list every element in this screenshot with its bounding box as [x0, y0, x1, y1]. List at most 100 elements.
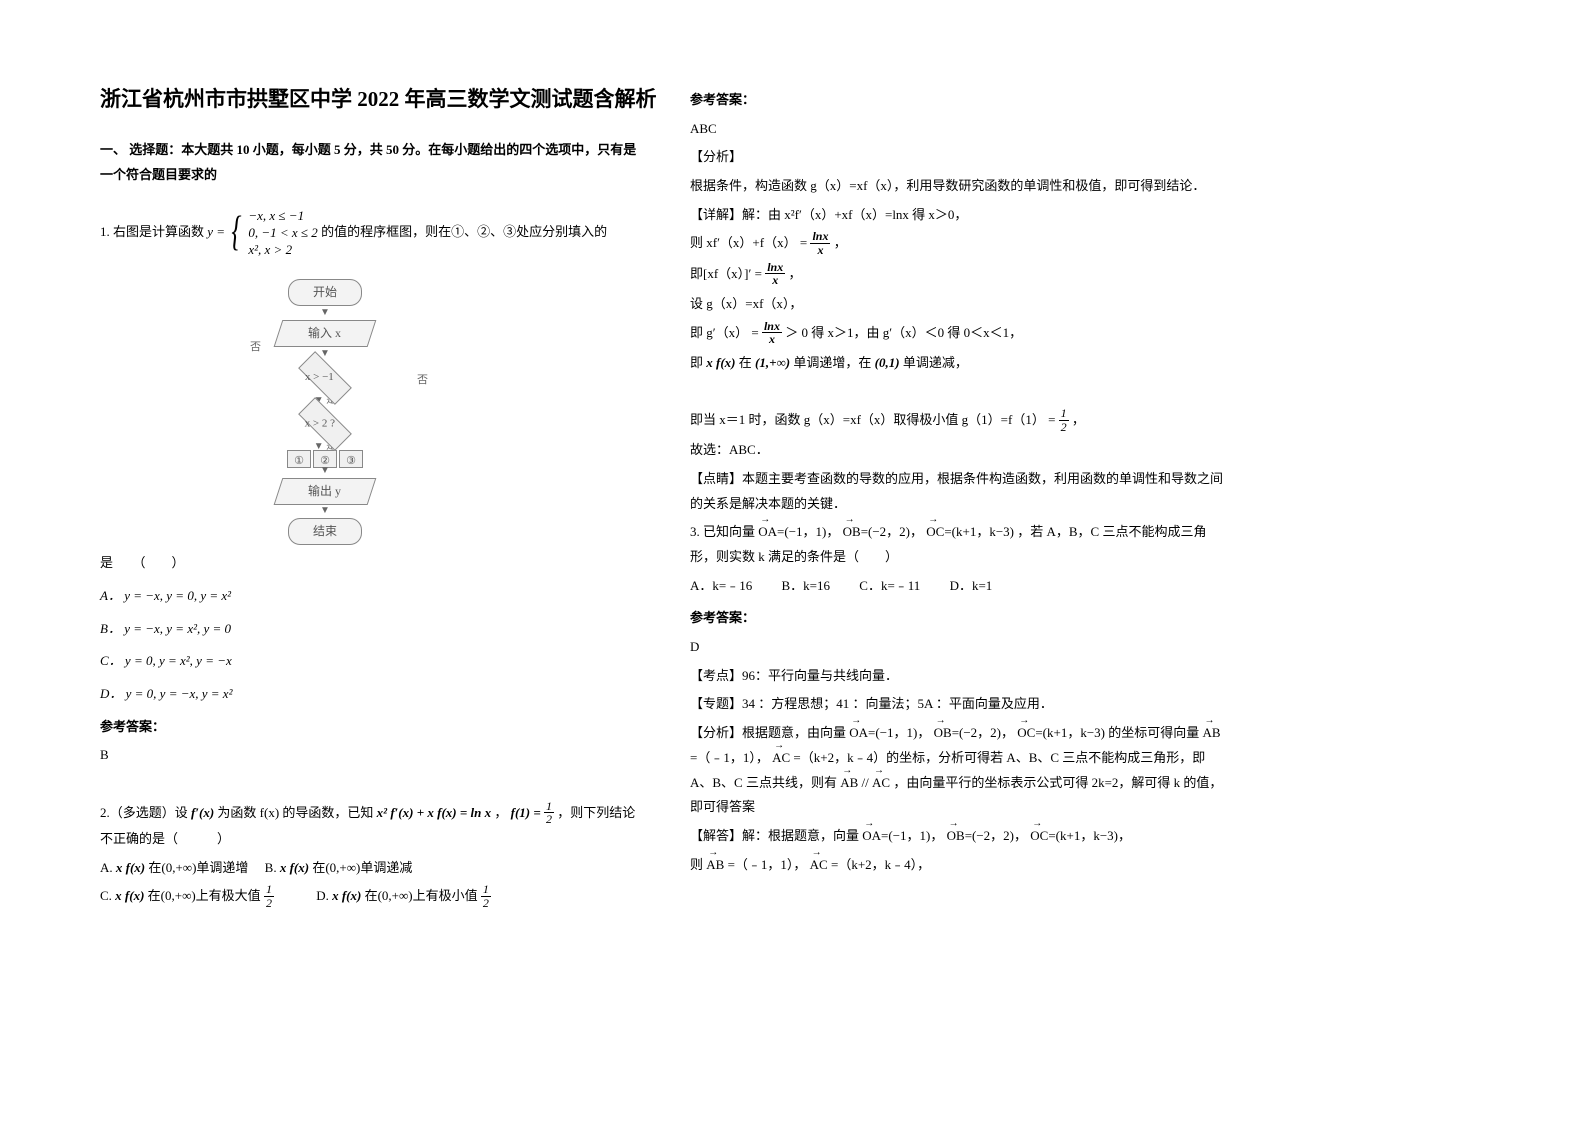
arrow-down-icon: ▼: [240, 308, 410, 318]
pw-line2: 0, −1 < x ≤ 2: [248, 225, 317, 240]
xfx: x f(x): [706, 355, 735, 370]
vector-ob: OB: [947, 824, 965, 849]
fenxi-head: 【分析】: [690, 145, 1230, 170]
ob-val: =(−2，2)，: [861, 524, 923, 539]
oa-val2: =(−1，1)，: [868, 725, 930, 740]
q2-fprime: f′(x): [191, 805, 214, 820]
deriv-line3: 设 g（x）=xf（x），: [690, 292, 1230, 317]
fenxi-body: 根据条件，构造函数 g（x）=xf（x），利用导数研究函数的单调性和极值，即可得…: [690, 174, 1230, 199]
gt: ＞: [785, 325, 798, 340]
oc-val3: =(k+1，k−3): [1048, 828, 1118, 843]
dianjing: 【点睛】本题主要考查函数的导数的应用，根据条件构造函数，利用函数的单调性和导数之…: [690, 467, 1230, 516]
pw-line3: x², x > 2: [248, 242, 292, 257]
l6a: 即当 x＝1 时，函数 g（x）=xf（x）取得极小值 g（1）=f（1）: [690, 412, 1045, 427]
fc-end: 结束: [288, 518, 362, 545]
q1-prefix: 1. 右图是计算函数: [100, 224, 204, 239]
l5a: 即: [690, 355, 706, 370]
xfx: x f(x): [116, 860, 145, 875]
brace-icon: {: [232, 193, 242, 273]
vector-oa: OA: [758, 520, 777, 545]
q3-fenxi: 【分析】根据题意，由向量 OA=(−1，1)， OB=(−2，2)， OC=(k…: [690, 721, 1230, 820]
q1-stem: 1. 右图是计算函数 y = { −x, x ≤ −1 0, −1 < x ≤ …: [100, 193, 640, 273]
xfx: x f(x): [332, 888, 361, 903]
q3-answer-head: 参考答案：: [690, 606, 1230, 631]
q2-C-post: 在(0,+∞)上有极大值: [148, 888, 264, 903]
half-fraction: 12: [264, 883, 274, 909]
q2-answer: ABC: [690, 117, 1230, 142]
q2-options-cd: C. x f(x) 在(0,+∞)上有极大值 12 D. x f(x) 在(0,…: [100, 884, 640, 910]
pw-line1: −x, x ≤ −1: [248, 208, 304, 223]
q1-option-d: D． y = 0, y = −x, y = x²: [100, 682, 640, 707]
l1a: 则 xf′（x）+f（x）: [690, 236, 797, 251]
vector-oc: OC: [1017, 721, 1035, 746]
xiangjie-head: 【详解】解：由 x²f′（x）+xf（x）=lnx 得 x＞0，: [690, 203, 1230, 228]
q3-C: C．k=﹣11: [859, 578, 920, 593]
piecewise-y: y =: [207, 224, 225, 239]
section-heading: 一、 选择题：本大题共 10 小题，每小题 5 分，共 50 分。在每小题给出的…: [100, 138, 640, 187]
deriv-line5: 即 x f(x) 在 (1,+∞) 单调递增，在 (0,1) 单调递减，: [690, 351, 1230, 376]
deriv-line6: 即当 x＝1 时，函数 g（x）=xf（x）取得极小值 g（1）=f（1） = …: [690, 408, 1230, 434]
fc-cell-1: ①: [287, 450, 311, 468]
q2-C-pre: C.: [100, 888, 115, 903]
xfx: x f(x): [280, 860, 309, 875]
q1-piecewise: y = { −x, x ≤ −1 0, −1 < x ≤ 2 x², x > 2: [207, 193, 318, 273]
right-column: 参考答案： ABC 【分析】 根据条件，构造函数 g（x）=xf（x），利用导数…: [690, 80, 1230, 914]
q3-D: D．k=1: [950, 578, 993, 593]
q1-option-b: B． y = −x, y = x², y = 0: [100, 617, 640, 642]
l5d: 单调递减，: [903, 355, 968, 370]
page-title: 浙江省杭州市市拱墅区中学 2022 年高三数学文测试题含解析: [100, 80, 640, 120]
q3-B: B．k=16: [782, 578, 831, 593]
q1-answer-head: 参考答案：: [100, 715, 640, 740]
q2-options-ab: A. x f(x) 在(0,+∞)单调递增 B. x f(x) 在(0,+∞)单…: [100, 856, 640, 881]
deriv-line2: 即[xf（x）]′ = lnxx ，: [690, 262, 1230, 288]
vector-ob: OB: [934, 721, 952, 746]
ob-val3: =(−2，2)，: [965, 828, 1027, 843]
q3-stem: 3. 已知向量 OA=(−1，1)， OB=(−2，2)， OC=(k+1，k−…: [690, 520, 1230, 569]
q3-fenxi-b: 的坐标可得向量: [1108, 725, 1199, 740]
oc-val: =(k+1，k−3): [944, 524, 1014, 539]
arrow-down-icon: ▼ 是: [240, 396, 410, 406]
q3-zhuanti: 【专题】34 ：方程思想；41 ：向量法；5A ：平面向量及应用．: [690, 692, 1230, 717]
q3-jieda-2: 则 AB =（﹣1，1）， AC =（k+2，k﹣4），: [690, 853, 1230, 878]
q3-answer: D: [690, 635, 1230, 660]
q2-a: 2.（多选题）设: [100, 805, 188, 820]
q2-stem: 2.（多选题）设 f′(x) 为函数 f(x) 的导函数，已知 x² f′(x)…: [100, 801, 640, 852]
oa-val: =(−1，1)，: [777, 524, 839, 539]
arrow-down-icon: ▼: [240, 466, 410, 476]
vector-ab: AB: [840, 771, 858, 796]
q3-A: A．k=﹣16: [690, 578, 752, 593]
q1-option-c: C． y = 0, y = x², y = −x: [100, 649, 640, 674]
q2-A-post: 在(0,+∞)单调递增 B.: [148, 860, 279, 875]
vector-oc: OC: [926, 520, 944, 545]
deriv-line7: 故选：ABC．: [690, 438, 1230, 463]
ob-val2: =(−2，2)，: [952, 725, 1014, 740]
half-fraction: 12: [544, 800, 554, 826]
vector-ab: AB: [706, 853, 724, 878]
l4b: 0 得 x＞1，由 g′（x）＜0 得 0＜x＜1，: [801, 325, 1022, 340]
q1-suffix: 的值的程序框图，则在①、②、③处应分别填入的: [321, 224, 607, 239]
left-column: 浙江省杭州市市拱墅区中学 2022 年高三数学文测试题含解析 一、 选择题：本大…: [100, 80, 640, 914]
q3-jieda-b: =（﹣1，1），: [728, 857, 807, 872]
l4a: 即 g′（x）: [690, 325, 748, 340]
l5c: 单调递增，在: [793, 355, 874, 370]
oc-val2: =(k+1，k−3): [1035, 725, 1105, 740]
q2-B-post: 在(0,+∞)单调递减: [312, 860, 412, 875]
half-fraction: 12: [1059, 407, 1069, 433]
fc-input: 输入 x: [274, 320, 377, 347]
q2-f1: f(1) =: [511, 805, 544, 820]
q2-D-pre: D.: [277, 888, 332, 903]
abpar: //: [862, 775, 872, 790]
half-fraction: 12: [481, 883, 491, 909]
q3-options: A．k=﹣16 B．k=16 C．k=﹣11 D．k=1: [690, 574, 1230, 599]
lnx-over-x: lnxx: [765, 261, 785, 287]
vector-oa: OA: [862, 824, 881, 849]
deriv-line4: 即 g′（x） = lnxx ＞ 0 得 x＞1，由 g′（x）＜0 得 0＜x…: [690, 321, 1230, 347]
q2-A-pre: A.: [100, 860, 116, 875]
q3-jieda-a: 【解答】解：根据题意，向量: [690, 828, 859, 843]
q3-kaodian: 【考点】96：平行向量与共线向量．: [690, 664, 1230, 689]
q3-fenxi-c: =（﹣1，1），: [690, 750, 769, 765]
l5b: 在: [739, 355, 752, 370]
q2-answer-head: 参考答案：: [690, 88, 1230, 113]
q3-jieda: 【解答】解：根据题意，向量 OA=(−1，1)， OB=(−2，2)， OC=(…: [690, 824, 1230, 849]
q1-tail: 是 （ ）: [100, 551, 640, 576]
